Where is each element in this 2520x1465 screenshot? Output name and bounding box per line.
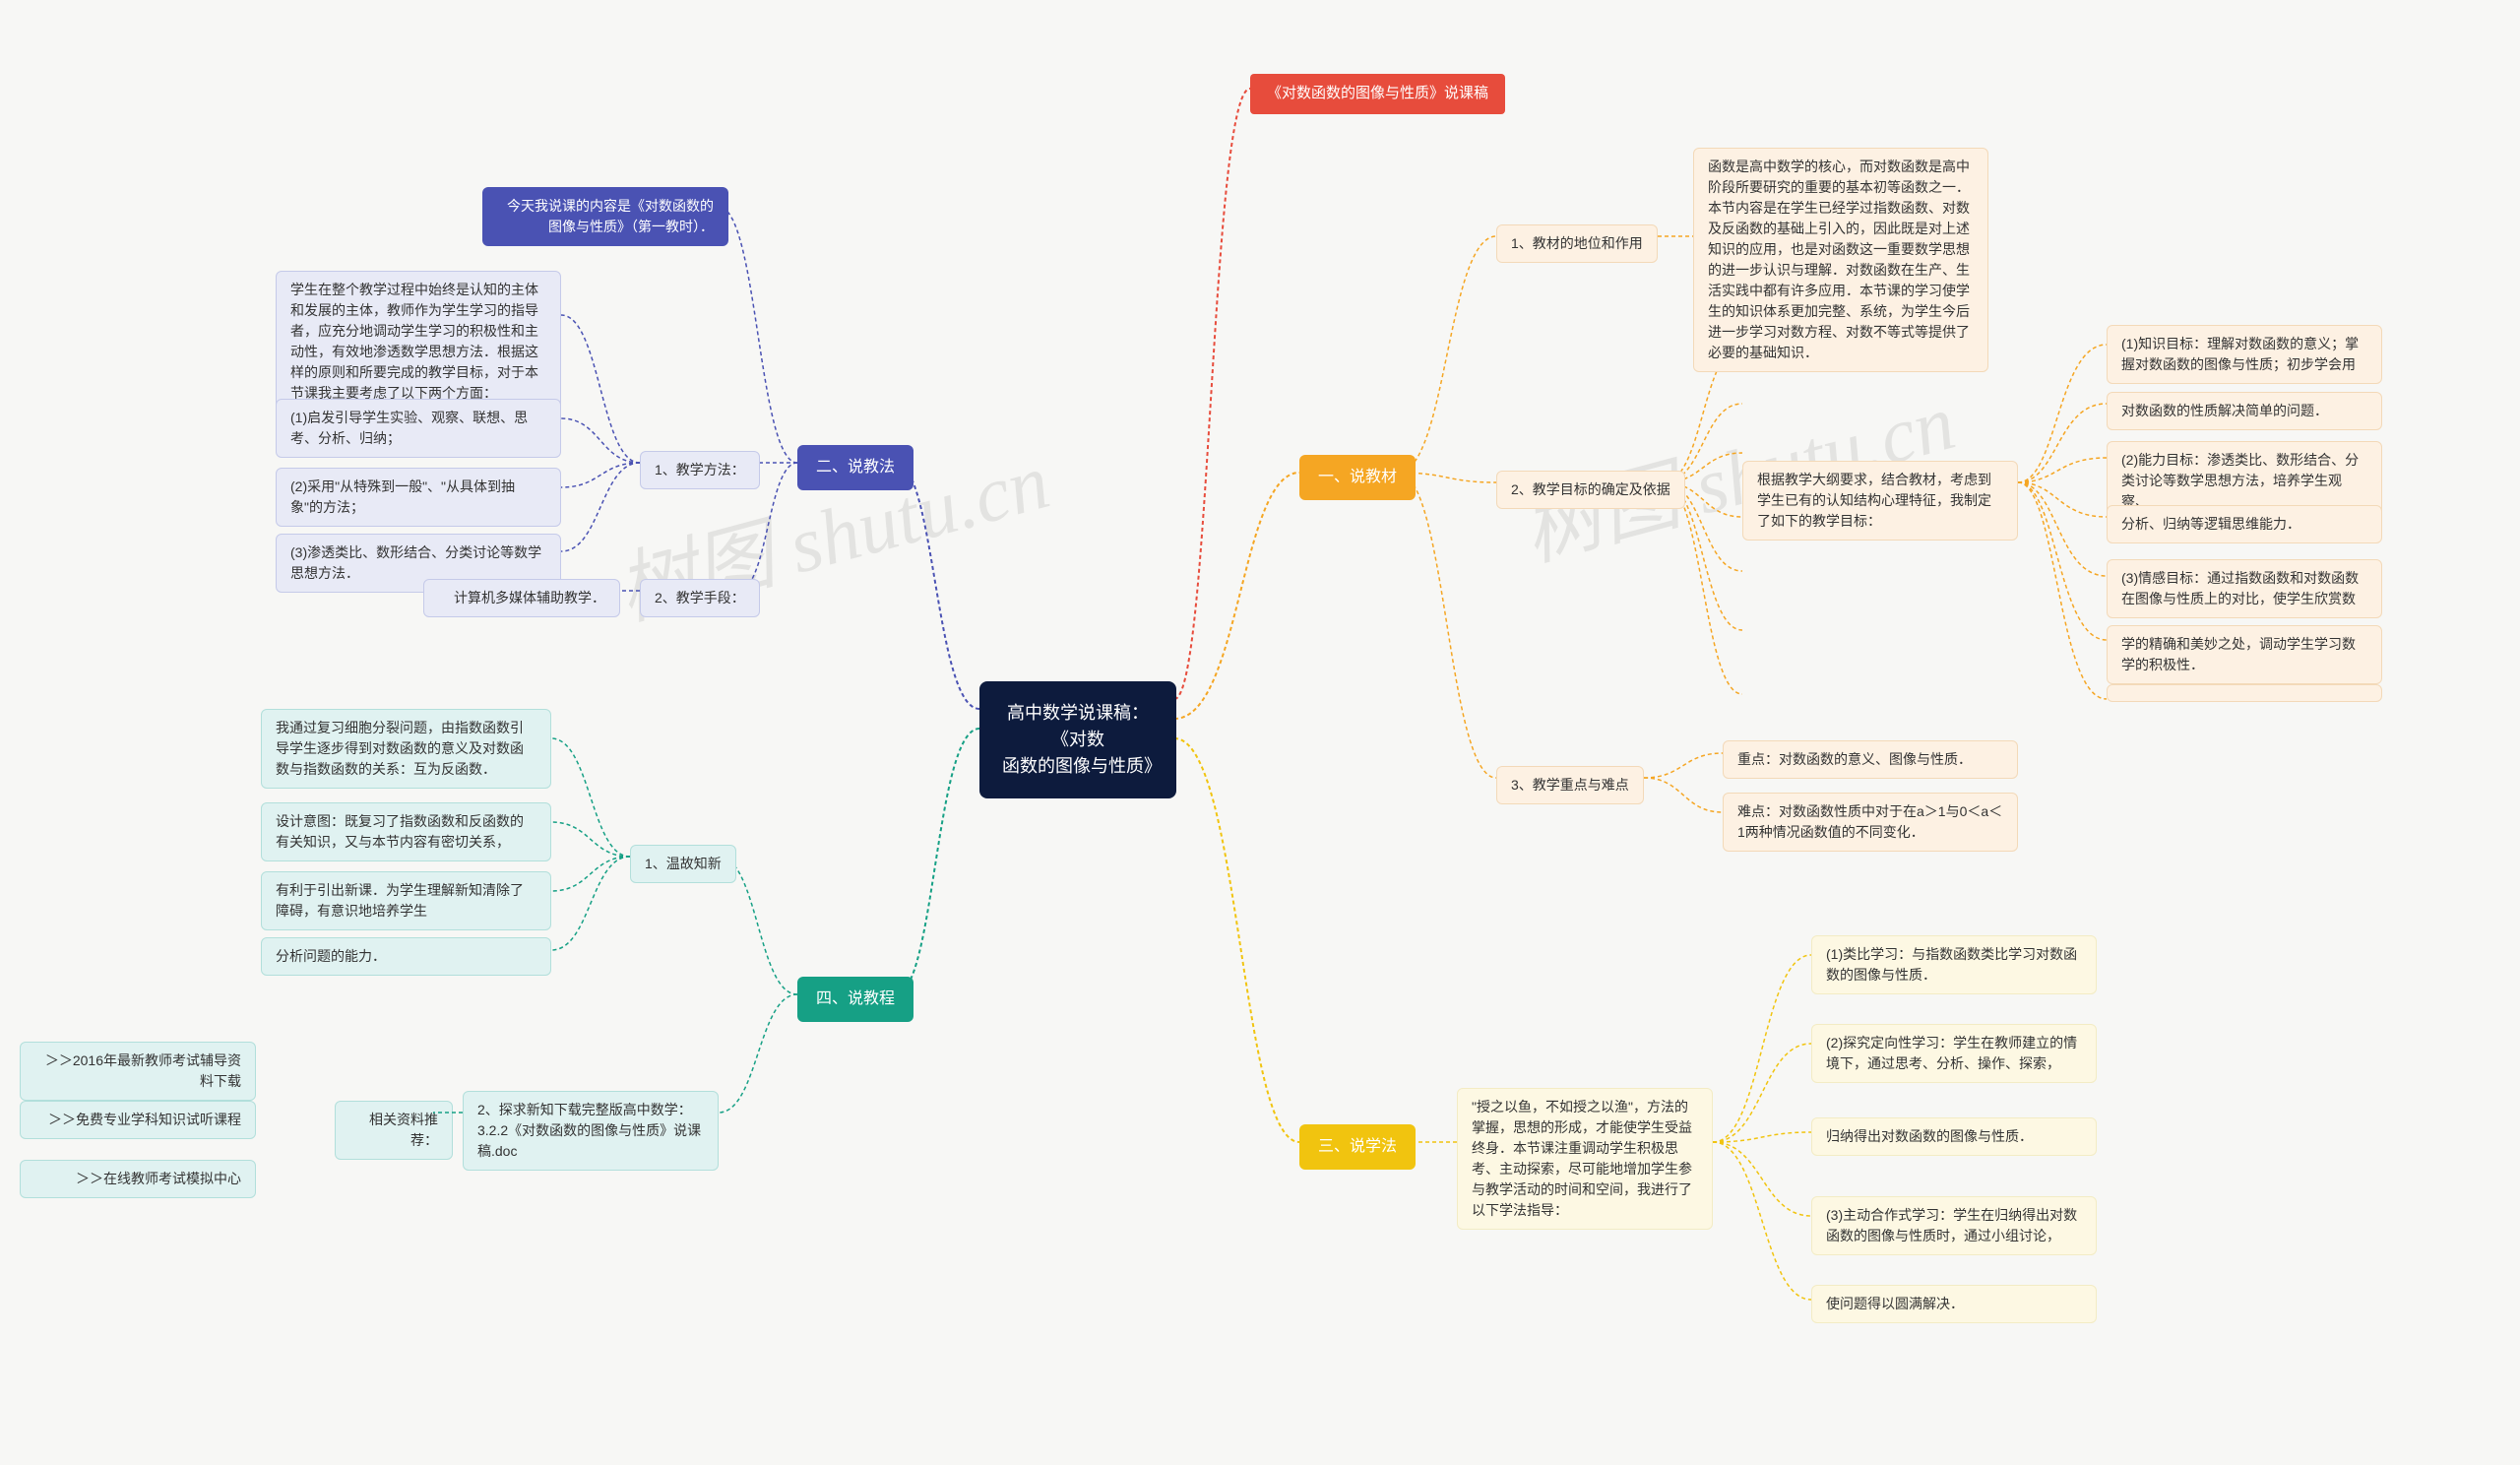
b2-c1: 1、教学方法： [640, 451, 760, 489]
b2-c1-l1: (1)启发引导学生实验、观察、联想、思考、分析、归纳； [276, 399, 561, 458]
b4-c1-l1: 设计意图：既复习了指数函数和反函数的有关知识，又与本节内容有密切关系， [261, 802, 551, 861]
branch-1: 一、说教材 [1299, 455, 1416, 500]
branch-3: 三、说学法 [1299, 1124, 1416, 1170]
b1-c1-leaf: 函数是高中数学的核心，而对数函数是高中阶段所要研究的重要的基本初等函数之一．本节… [1693, 148, 1988, 372]
b2-intro: 今天我说课的内容是《对数函数的图像与性质》（第一教时）． [482, 187, 728, 246]
connectors-b1c2 [433, 0, 2520, 1465]
b4-c1-l2: 有利于引出新课．为学生理解新知清除了障碍，有意识地培养学生 [261, 871, 551, 930]
title-node: 《对数函数的图像与性质》说课稿 [1250, 74, 1505, 114]
b2-c1-l2: (2)采用"从特殊到一般"、"从具体到抽象"的方法； [276, 468, 561, 527]
b3-l3: 归纳得出对数函数的图像与性质． [1811, 1117, 2097, 1156]
b3-main: "授之以鱼，不如授之以渔"，方法的掌握，思想的形成，才能使学生受益终身．本节课注… [1457, 1088, 1713, 1230]
b1-c2-l2: 对数函数的性质解决简单的问题． [2107, 392, 2382, 430]
b1-c2: 2、教学目标的确定及依据 [1496, 471, 1685, 509]
b1-c2-l6: 学的精确和美妙之处，调动学生学习数学的积极性． [2107, 625, 2382, 684]
b1-c2-l5: (3)情感目标：通过指数函数和对数函数在图像与性质上的对比，使学生欣赏数 [2107, 559, 2382, 618]
b4-c2-l0: ＞＞2016年最新教师考试辅导资料下载 [20, 1042, 256, 1101]
b1-c1: 1、教材的地位和作用 [1496, 224, 1658, 263]
b3-l1: (1)类比学习：与指数函数类比学习对数函数的图像与性质． [1811, 935, 2097, 994]
b1-c3-l1: 重点：对数函数的意义、图像与性质． [1723, 740, 2018, 779]
b3-l5: 使问题得以圆满解决． [1811, 1285, 2097, 1323]
b4-c2-l2: ＞＞在线教师考试模拟中心 [20, 1160, 256, 1198]
b1-c3: 3、教学重点与难点 [1496, 766, 1644, 804]
b3-l4: (3)主动合作式学习：学生在归纳得出对数函数的图像与性质时，通过小组讨论， [1811, 1196, 2097, 1255]
connectors-b4c2 [433, 0, 2520, 1465]
connectors [433, 0, 2520, 1465]
b2-c2: 2、教学手段： [640, 579, 760, 617]
b1-c2-l1: (1)知识目标：理解对数函数的意义；掌握对数函数的图像与性质；初步学会用 [2107, 325, 2382, 384]
b4-c1: 1、温故知新 [630, 845, 736, 883]
b3-l2: (2)探究定向性学习：学生在教师建立的情境下，通过思考、分析、操作、探索， [1811, 1024, 2097, 1083]
branch-4: 四、说教程 [797, 977, 914, 1022]
root-node: 高中数学说课稿：《对数函数的图像与性质》 [979, 681, 1176, 798]
b1-c3-l2: 难点：对数函数性质中对于在a＞1与0＜a＜1两种情况函数值的不同变化． [1723, 793, 2018, 852]
b4-c2-l1: ＞＞免费专业学科知识试听课程 [20, 1101, 256, 1139]
b2-c2-l: 计算机多媒体辅助教学． [423, 579, 620, 617]
b1-c2-main: 根据教学大纲要求，结合教材，考虑到学生已有的认知结构心理特征，我制定了如下的教学… [1742, 461, 2018, 541]
b4-c2: 2、探求新知下载完整版高中数学：3.2.2《对数函数的图像与性质》说课稿.doc [463, 1091, 719, 1171]
b4-c1-l0: 我通过复习细胞分裂问题，由指数函数引导学生逐步得到对数函数的意义及对数函数与指数… [261, 709, 551, 789]
b4-c1-l3: 分析问题的能力． [261, 937, 551, 976]
b2-c1-l0: 学生在整个教学过程中始终是认知的主体和发展的主体，教师作为学生学习的指导者，应充… [276, 271, 561, 413]
b1-c2-l7 [2107, 684, 2382, 702]
b4-c2-sub: 相关资料推荐： [335, 1101, 453, 1160]
branch-2: 二、说教法 [797, 445, 914, 490]
b1-c2-l4: 分析、归纳等逻辑思维能力． [2107, 505, 2382, 543]
